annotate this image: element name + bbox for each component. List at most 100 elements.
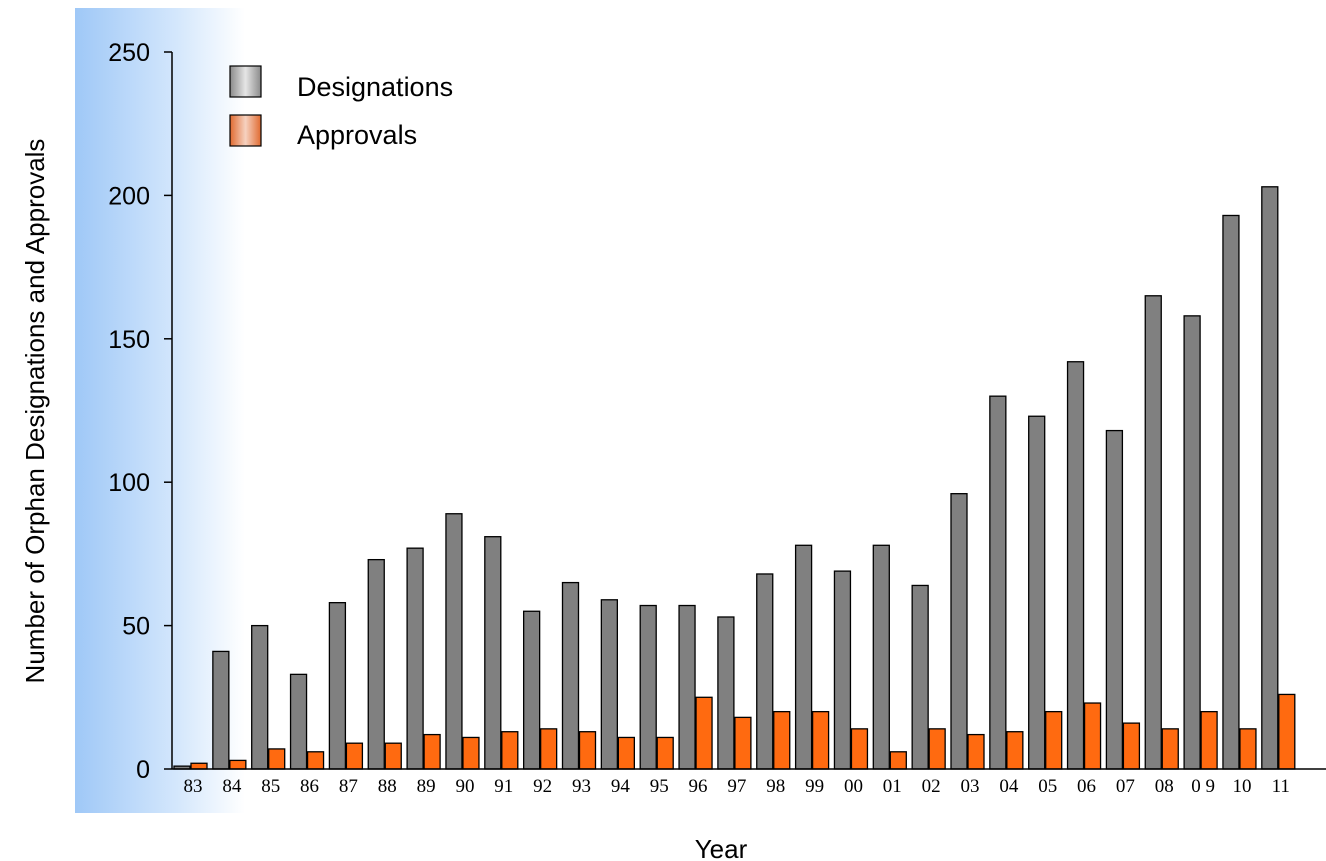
y-tick-label: 50 xyxy=(122,613,150,641)
x-tick-label: 05 xyxy=(1038,776,1057,797)
bar-designations-02 xyxy=(911,584,929,770)
bar-approvals-06 xyxy=(1083,702,1102,770)
legend-label-approvals: Approvals xyxy=(297,120,417,150)
bar-approvals-87 xyxy=(345,742,364,770)
x-tick-label: 06 xyxy=(1077,776,1096,797)
bar-approvals-88 xyxy=(384,742,402,770)
y-tick-label: 250 xyxy=(108,39,150,67)
bar-designations-97 xyxy=(717,616,735,770)
legend-swatch-designations xyxy=(229,65,262,98)
bar-approvals-11 xyxy=(1278,693,1296,770)
bar-designations-91 xyxy=(484,536,502,770)
bar-designations-85 xyxy=(251,624,269,770)
bar-designations-89 xyxy=(406,547,424,770)
bar-designations-84 xyxy=(212,650,230,770)
bar-approvals-84 xyxy=(229,759,247,770)
bar-approvals-09 xyxy=(1200,710,1218,770)
x-tick-label: 04 xyxy=(999,776,1019,797)
y-axis-ticks: 0 50 100 150 200 250 xyxy=(108,39,172,784)
bar-approvals-85 xyxy=(268,748,286,770)
x-tick-label: 99 xyxy=(805,776,824,797)
x-tick-label: 91 xyxy=(494,776,513,797)
bars-layer xyxy=(173,186,1296,770)
bar-designations-07 xyxy=(1105,429,1124,770)
bar-designations-99 xyxy=(794,544,813,770)
bar-designations-94 xyxy=(600,599,618,770)
x-tick-label: 92 xyxy=(533,776,552,797)
y-axis-label: Number of Orphan Designations and Approv… xyxy=(20,139,50,684)
bar-designations-00 xyxy=(833,570,852,770)
x-axis-ticks: 83 84 85 86 87 88 89 90 91 92 93 94 95 96 97 98 99 00 01 02… xyxy=(184,776,1290,797)
bar-approvals-93 xyxy=(578,731,597,770)
legend-swatch-approvals xyxy=(229,114,262,147)
bar-designations-88 xyxy=(367,558,385,770)
bar-approvals-00 xyxy=(850,728,869,770)
x-tick-label: 07 xyxy=(1116,776,1135,797)
bar-designations-11 xyxy=(1261,186,1279,770)
x-tick-label: 94 xyxy=(611,776,631,797)
x-tick-label: 85 xyxy=(261,776,280,797)
legend: Designations Approvals xyxy=(229,65,453,150)
bar-approvals-89 xyxy=(423,733,441,770)
bar-approvals-99 xyxy=(811,710,830,770)
x-tick-label: 03 xyxy=(961,776,980,797)
bar-approvals-94 xyxy=(617,736,635,770)
bar-approvals-96 xyxy=(695,696,713,770)
bar-designations-87 xyxy=(328,602,347,770)
bar-designations-86 xyxy=(289,673,308,770)
x-tick-label: 96 xyxy=(689,776,708,797)
x-tick-label: 11 xyxy=(1272,776,1290,797)
x-tick-label: 0 9 xyxy=(1191,776,1215,797)
bar-designations-09 xyxy=(1183,315,1201,770)
x-tick-label: 88 xyxy=(378,776,397,797)
y-tick-label: 150 xyxy=(108,326,150,354)
y-tick-label: 100 xyxy=(108,469,150,497)
x-tick-label: 93 xyxy=(572,776,591,797)
x-tick-label: 84 xyxy=(222,776,242,797)
x-tick-label: 98 xyxy=(766,776,785,797)
bar-approvals-07 xyxy=(1122,722,1141,770)
bar-designations-08 xyxy=(1144,295,1162,770)
bar-approvals-03 xyxy=(967,733,985,770)
x-tick-label: 10 xyxy=(1232,776,1251,797)
bar-designations-10 xyxy=(1222,214,1240,770)
bar-designations-93 xyxy=(561,581,580,770)
bar-approvals-10 xyxy=(1239,728,1257,770)
x-tick-label: 08 xyxy=(1155,776,1174,797)
x-tick-label: 90 xyxy=(455,776,474,797)
bar-designations-90 xyxy=(445,513,463,770)
x-tick-label: 89 xyxy=(417,776,436,797)
bar-designations-01 xyxy=(872,544,890,770)
bar-designations-96 xyxy=(678,604,696,770)
bar-approvals-92 xyxy=(540,728,558,770)
bar-approvals-97 xyxy=(734,716,752,770)
x-axis-label: Year xyxy=(695,834,748,861)
bar-approvals-98 xyxy=(773,710,791,770)
bar-approvals-91 xyxy=(501,731,519,770)
bar-designations-03 xyxy=(950,493,968,770)
x-tick-label: 95 xyxy=(650,776,669,797)
bar-approvals-86 xyxy=(306,751,325,770)
x-tick-label: 87 xyxy=(339,776,358,797)
bar-approvals-08 xyxy=(1161,728,1179,770)
x-tick-label: 02 xyxy=(922,776,941,797)
x-tick-label: 00 xyxy=(844,776,863,797)
bar-approvals-04 xyxy=(1006,731,1024,770)
bar-approvals-90 xyxy=(462,736,480,770)
x-tick-label: 86 xyxy=(300,776,319,797)
legend-label-designations: Designations xyxy=(297,72,453,102)
bar-designations-04 xyxy=(989,395,1007,770)
bar-designations-06 xyxy=(1066,361,1085,770)
bar-approvals-83 xyxy=(190,762,208,770)
y-tick-label: 0 xyxy=(136,756,150,784)
bar-approvals-95 xyxy=(656,736,674,770)
bar-approvals-01 xyxy=(889,751,907,770)
bar-approvals-05 xyxy=(1045,710,1063,770)
bar-designations-98 xyxy=(756,573,774,770)
y-tick-label: 200 xyxy=(108,182,150,210)
x-tick-label: 01 xyxy=(883,776,902,797)
x-tick-label: 83 xyxy=(184,776,203,797)
bar-designations-95 xyxy=(639,604,657,770)
bar-designations-92 xyxy=(523,610,541,770)
